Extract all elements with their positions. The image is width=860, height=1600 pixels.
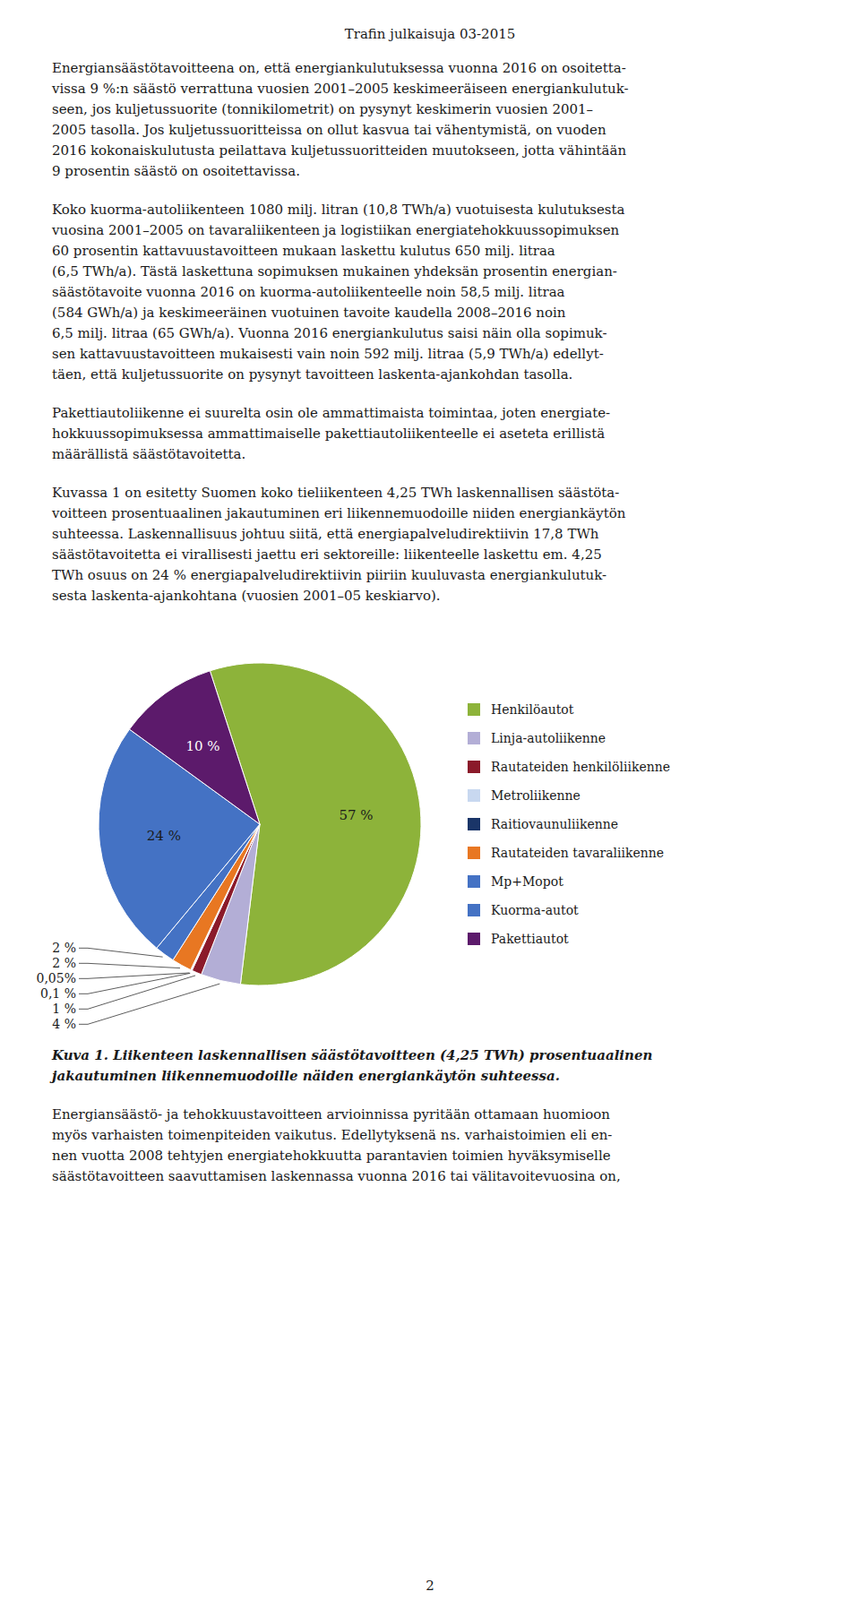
legend-item: Raitiovaunuliikenne xyxy=(467,817,619,832)
text-line: Pakettiautoliikenne ei suurelta osin ole… xyxy=(51,404,611,422)
data-label: 2 % xyxy=(51,940,77,955)
paragraph: Energiansäästö- ja tehokkuustavoitteen a… xyxy=(51,1106,621,1185)
legend-swatch xyxy=(467,932,481,946)
text-line: 6,5 milj. litraa (65 GWh/a). Vuonna 2016… xyxy=(51,325,608,342)
text-line: voitteen prosentuaalinen jakautuminen er… xyxy=(51,505,627,522)
text-line: myös varhaisten toimenpiteiden vaikutus.… xyxy=(51,1126,612,1144)
data-label: 0,05% xyxy=(36,971,77,986)
text-line: Kuvassa 1 on esitetty Suomen koko tielii… xyxy=(51,484,620,501)
header: Trafin julkaisuja 03-2015 xyxy=(344,25,516,43)
text-line: nen vuotta 2008 tehtyjen energiatehokkuu… xyxy=(51,1147,611,1164)
legend-item: Mp+Mopot xyxy=(467,874,564,889)
chart-title: Kuva 1. Liikenteen laskennallisen säästö… xyxy=(49,1047,653,1084)
legend-item: Pakettiautot xyxy=(467,931,569,946)
text-line: (6,5 TWh/a). Tästä laskettuna sopimuksen… xyxy=(51,263,618,280)
text-line: Energiansäästö- ja tehokkuustavoitteen a… xyxy=(51,1106,611,1123)
legend-item: Henkilöautot xyxy=(467,702,575,717)
text-line: (584 GWh/a) ja keskimeeräinen vuotuinen … xyxy=(51,304,567,321)
legend-swatch xyxy=(467,817,481,831)
data-label: 0,1 % xyxy=(40,986,77,1001)
legend-item: Rautateiden henkilöliikenne xyxy=(467,759,671,774)
leader-line xyxy=(78,983,220,1024)
legend-item: Metroliikenne xyxy=(467,788,581,803)
legend-label: Linja-autoliikenne xyxy=(490,731,606,746)
text-line: säästötavoitteen saavuttamisen laskennas… xyxy=(51,1168,621,1185)
legend-label: Metroliikenne xyxy=(490,788,581,803)
legend-swatch xyxy=(467,846,481,860)
paragraph: Koko kuorma-autoliikenteen 1080 milj. li… xyxy=(51,201,626,383)
leader-line xyxy=(78,972,190,994)
text-line: Energiansäästötavoitteena on, että energ… xyxy=(51,60,627,77)
footer: 2 xyxy=(425,1577,435,1594)
legend-swatch xyxy=(467,789,481,802)
text-line: 2005 tasolla. Jos kuljetussuoritteissa o… xyxy=(51,121,607,138)
legend: Henkilöautot Linja-autoliikenne Rautateide… xyxy=(467,702,671,946)
pie-chart: 57 %24 %10 %2 %2 %0,05%0,1 %1 %4 % xyxy=(36,662,422,1032)
legend-swatch xyxy=(467,703,481,716)
data-labels: 57 %24 %10 %2 %2 %0,05%0,1 %1 %4 % xyxy=(36,738,374,1032)
slices xyxy=(98,662,422,986)
text-line: vissa 9 %:n säästö verrattuna vuosien 20… xyxy=(51,80,629,97)
legend-label: Kuorma-autot xyxy=(490,903,579,918)
legend-label: Rautateiden henkilöliikenne xyxy=(490,759,671,774)
text-line: seen, jos kuljetussuorite (tonnikilometr… xyxy=(51,101,594,118)
page: Trafin julkaisuja 03-2015 Energiansäästöt… xyxy=(0,0,860,1600)
paragraph: Pakettiautoliikenne ei suurelta osin ole… xyxy=(51,404,611,463)
legend-swatch xyxy=(467,731,481,745)
legend-item: Kuorma-autot xyxy=(467,903,579,918)
text-line: TWh osuus on 24 % energiapalveludirektii… xyxy=(51,567,607,584)
text-line: säästötavoitetta ei virallisesti jaettu … xyxy=(51,546,602,563)
data-label: 4 % xyxy=(51,1016,77,1032)
text-line: sen kattavuustavoitteen mukaisesti vain … xyxy=(51,345,604,362)
text-line: 60 prosentin kattavuustavoitteen mukaan … xyxy=(51,242,556,259)
text-line: Trafin julkaisuja 03-2015 xyxy=(344,25,516,43)
paragraph: Kuvassa 1 on esitetty Suomen koko tielii… xyxy=(51,484,627,604)
text-line: jakautuminen liikennemuodoille näiden en… xyxy=(49,1067,560,1084)
legend-label: Henkilöautot xyxy=(490,702,575,717)
data-label: 2 % xyxy=(51,955,77,971)
legend-label: Mp+Mopot xyxy=(490,874,564,889)
data-label: 24 % xyxy=(146,827,181,844)
text-line: määrällistä säästötavoitetta. xyxy=(51,446,246,463)
leader-line xyxy=(78,947,164,957)
text-line: säästötavoite vuonna 2016 on kuorma-auto… xyxy=(51,283,566,301)
data-label: 1 % xyxy=(51,1001,77,1016)
legend-item: Rautateiden tavaraliikenne xyxy=(467,845,664,860)
leader-line xyxy=(78,963,181,968)
text-line: sesta laskenta-ajankohtana (vuosien 2001… xyxy=(51,587,441,604)
leader-line xyxy=(78,975,196,1009)
text-line: 9 prosentin säästö on osoitettavissa. xyxy=(51,163,301,180)
text-line: Kuva 1. Liikenteen laskennallisen säästö… xyxy=(51,1047,653,1064)
text-line: vuosina 2001–2005 on tavaraliikenteen ja… xyxy=(51,222,620,239)
legend-label: Raitiovaunuliikenne xyxy=(490,817,619,832)
legend-swatch xyxy=(467,903,481,917)
leader-line xyxy=(78,972,190,979)
legend-swatch xyxy=(467,760,481,774)
text-line: hokkuussopimuksessa ammattimaiselle pake… xyxy=(51,425,605,442)
legend-label: Pakettiautot xyxy=(490,931,569,946)
text-line: 2016 kokonaiskulutusta peilattava kuljet… xyxy=(51,142,628,159)
legend-swatch xyxy=(467,875,481,888)
pie-slice xyxy=(129,670,260,825)
legend-item: Linja-autoliikenne xyxy=(467,731,606,746)
text-line: Koko kuorma-autoliikenteen 1080 milj. li… xyxy=(51,201,626,218)
data-label: 57 % xyxy=(338,807,373,824)
paragraph: Energiansäästötavoitteena on, että energ… xyxy=(51,60,629,180)
text-line: 2 xyxy=(425,1577,435,1594)
text-line: suhteessa. Laskennallisuus johtuu siitä,… xyxy=(51,525,600,542)
data-label: 10 % xyxy=(186,738,221,755)
text-line: täen, että kuljetussuorite on pysynyt ta… xyxy=(51,366,573,383)
legend-label: Rautateiden tavaraliikenne xyxy=(490,845,664,860)
